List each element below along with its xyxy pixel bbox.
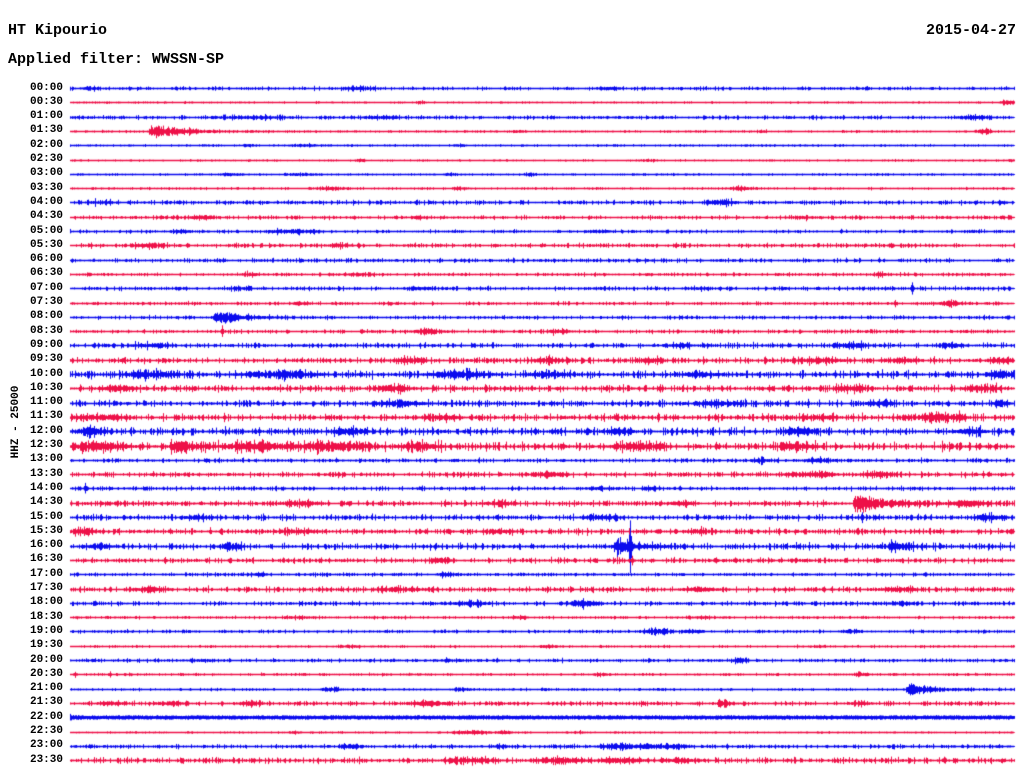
time-label: 08:00 xyxy=(29,310,63,323)
time-label: 01:30 xyxy=(29,124,63,137)
time-label: 16:00 xyxy=(29,539,63,552)
time-label: 16:30 xyxy=(29,553,63,566)
time-label: 01:00 xyxy=(29,110,63,123)
time-label: 22:00 xyxy=(29,710,63,723)
time-label: 02:30 xyxy=(29,153,63,165)
time-label: 03:00 xyxy=(29,167,63,180)
time-label: 20:30 xyxy=(29,667,63,680)
time-label: 23:00 xyxy=(29,739,63,752)
time-label: 00:30 xyxy=(29,95,63,108)
time-label: 06:00 xyxy=(29,253,63,266)
time-label: 10:30 xyxy=(29,381,63,394)
time-label: 13:30 xyxy=(29,467,63,480)
time-label: 11:00 xyxy=(29,396,63,409)
time-label: 05:00 xyxy=(29,224,63,237)
time-label: 14:30 xyxy=(29,496,63,509)
time-label: 12:30 xyxy=(29,439,63,451)
time-label: 11:30 xyxy=(29,410,63,423)
time-label: 02:00 xyxy=(29,138,63,151)
time-label: 03:30 xyxy=(29,181,63,194)
time-label: 19:00 xyxy=(29,624,63,637)
time-label: 20:00 xyxy=(29,653,63,666)
time-label: 07:30 xyxy=(29,296,63,308)
time-label: 22:30 xyxy=(29,725,63,737)
time-label: 07:00 xyxy=(29,281,63,294)
time-label: 23:30 xyxy=(29,753,63,766)
time-label: 21:30 xyxy=(29,696,63,709)
time-label: 18:30 xyxy=(29,610,63,623)
time-label: 08:30 xyxy=(29,324,63,337)
time-label: 09:30 xyxy=(29,353,63,366)
time-label: 09:00 xyxy=(29,338,63,351)
time-label: 19:30 xyxy=(29,639,63,652)
time-label: 15:00 xyxy=(29,510,63,523)
time-label: 04:30 xyxy=(29,210,63,223)
time-label: 05:30 xyxy=(29,238,63,251)
time-label: 17:00 xyxy=(29,567,63,580)
time-label: 06:30 xyxy=(29,267,63,280)
time-label: 15:30 xyxy=(29,524,63,537)
time-label: 10:00 xyxy=(29,367,63,380)
time-label: 17:30 xyxy=(29,582,63,594)
time-label: 18:00 xyxy=(29,596,63,609)
time-label: 14:00 xyxy=(29,481,63,494)
time-label: 13:00 xyxy=(29,453,63,466)
time-label: 00:00 xyxy=(29,81,63,94)
time-label: 04:00 xyxy=(29,195,63,208)
time-label: 21:00 xyxy=(29,682,63,695)
time-label: 12:00 xyxy=(29,424,63,437)
